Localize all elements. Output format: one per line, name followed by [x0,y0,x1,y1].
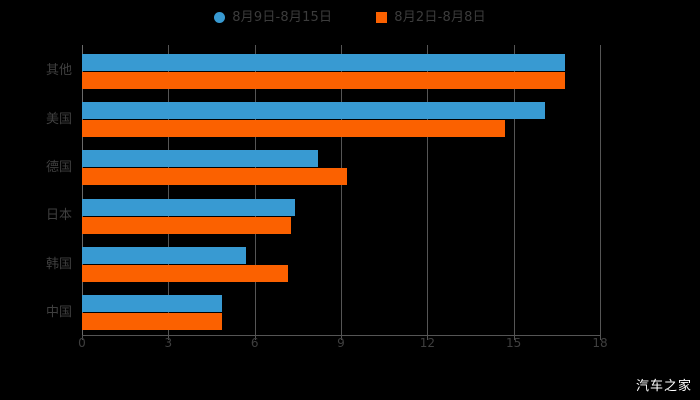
bar-series-b[interactable] [82,265,288,282]
y-axis-category-label: 其他 [45,63,72,79]
y-axis-category-label: 美国 [45,111,72,127]
x-axis-tick-label: 0 [78,336,86,350]
bar-series-a[interactable] [82,150,318,168]
gridline [513,45,515,335]
plot-area [82,45,601,340]
gridline [600,45,601,335]
x-axis-tick [427,335,429,340]
legend-item-series-a[interactable]: 8月9日-8月15日 [214,11,332,24]
x-axis-tick [600,335,601,340]
bar-series-b[interactable] [82,71,566,89]
bar-group [82,295,600,331]
bar-series-a[interactable] [82,295,222,313]
x-axis-labels: 0 3 6 9 12 15 18 [78,336,607,356]
bar-series-b[interactable] [82,216,291,234]
x-axis-tick-label: 3 [164,336,173,350]
y-axis-category-label: 德国 [45,159,72,175]
bar-group [82,102,600,137]
bar-series-b[interactable] [82,168,347,186]
chart-legend: 8月9日-8月15日 8月2日-8月8日 [0,6,700,28]
y-axis-category-label: 中国 [45,304,72,320]
x-axis-tick-label: 6 [250,336,259,350]
bar-group [82,198,600,234]
legend-label-series-a: 8月9日-8月15日 [232,9,333,25]
y-axis-category-label: 韩国 [45,256,72,272]
watermark: 汽车之家 [635,379,692,394]
gridline [254,45,256,335]
square-marker-icon [376,11,388,23]
legend-label-series-b: 8月2日-8月8日 [394,9,486,25]
legend-item-series-b[interactable]: 8月2日-8月8日 [376,11,486,24]
x-axis-tick-label: 18 [592,336,608,350]
bar-series-a[interactable] [82,53,566,71]
x-axis-tick [254,335,256,340]
x-axis-tick [82,335,83,340]
bar-series-a[interactable] [82,102,546,119]
bar-series-a[interactable] [82,247,247,264]
x-axis-tick-label: 9 [337,336,345,350]
bar-series-b[interactable] [82,313,222,331]
bar-group [82,53,600,89]
gridline [341,45,342,335]
bar-group [82,247,600,282]
bar-series-a[interactable] [82,198,295,216]
y-axis-labels: 其他美国德国日本韩国中国 [0,45,82,335]
bar-series-b[interactable] [82,120,506,137]
gridline [168,45,170,335]
gridline [82,45,83,335]
bar-group [82,150,600,186]
circle-marker-icon [214,11,226,23]
x-axis-tick-label: 15 [506,336,522,350]
x-axis-tick [168,335,170,340]
y-axis-category-label: 日本 [45,208,72,224]
x-axis-tick-label: 12 [419,336,435,350]
x-axis-tick [341,335,342,340]
gridline [427,45,429,335]
x-axis-tick [513,335,515,340]
